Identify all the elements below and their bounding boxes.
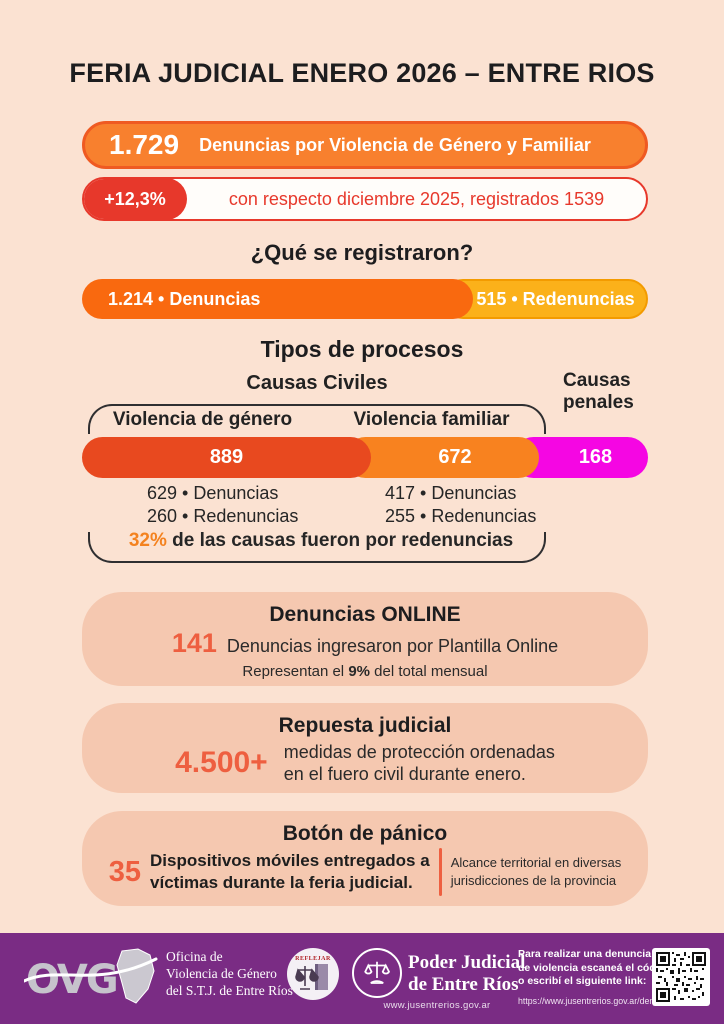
civil-column-headers: Violencia de género Violencia familiar (88, 409, 546, 431)
card-online-subtext-bold: 9% (348, 663, 370, 680)
card-boton-panico: Botón de pánico 35 Dispositivos móviles … (82, 811, 648, 906)
familiar-redenuncias: 255 • Redenuncias (385, 506, 537, 526)
genero-segment: 889 (82, 437, 371, 478)
card-panico-aside: Alcance territorial en diversas jurisdic… (450, 855, 622, 888)
genero-redenuncias: 260 • Redenuncias (147, 506, 299, 526)
ovg-logo-icon: OVG (22, 948, 158, 1004)
card-online-subtext-pre: Representan el (242, 663, 349, 680)
violencia-familiar-header: Violencia familiar (353, 409, 510, 430)
card-judicial-row: 4.500+ medidas de protección ordenadas e… (82, 741, 648, 785)
qr-code-icon (656, 952, 706, 1002)
card-panico-title: Botón de pánico (282, 822, 448, 845)
registered-heading: ¿Qué se registraron? (250, 240, 474, 265)
total-denuncias-value: 1.729 (109, 129, 180, 160)
card-online-title: Denuncias ONLINE (269, 603, 461, 626)
reflejar-wordmark: REFLEJAR (295, 956, 331, 962)
delta-pill: +12,3% con respecto diciembre 2025, regi… (82, 177, 648, 221)
card-panico-divider (438, 848, 442, 896)
poder-judicial-emblem (352, 948, 402, 998)
entre-rios-map-icon (116, 948, 155, 1004)
card-panico-text: Dispositivos móviles entregados a víctim… (150, 851, 430, 892)
book-icon (315, 964, 328, 990)
reflejar-logo: REFLEJAR (287, 948, 339, 1000)
delta-label: con respecto diciembre 2025, registrados… (228, 188, 605, 209)
civil-bracket-bottom (88, 532, 546, 563)
ovg-office-text: Oficina de Violencia de Género del S.T.J… (166, 949, 293, 998)
genero-denuncias: 629 • Denuncias (147, 483, 279, 503)
poder-judicial-site: www.jusentrerios.gov.ar (383, 1000, 491, 1011)
genero-details: 629 • Denuncias 260 • Redenuncias (147, 482, 298, 528)
poder-judicial-name: Poder Judicial de Entre Ríos (408, 952, 526, 995)
familiar-denuncias: 417 • Denuncias (385, 483, 517, 503)
total-denuncias-pill: 1.729 Denuncias por Violencia de Género … (82, 121, 648, 169)
qr-code (652, 948, 710, 1006)
redenuncias-footnote: 32% de las causas fueron por redenuncias (88, 530, 554, 552)
justice-scales-icon (364, 961, 391, 984)
ovg-swoosh-icon (22, 957, 158, 983)
card-online-subtext-post: del total mensual (370, 663, 488, 680)
familiar-details: 417 • Denuncias 255 • Redenuncias (385, 482, 536, 528)
violencia-genero-header: Violencia de género (112, 409, 293, 430)
ovg-logo: OVG (22, 945, 158, 1016)
redenuncias-footnote-pct: 32% (128, 530, 167, 551)
delta-badge: +12,3% (84, 179, 187, 219)
card-judicial-text: medidas de protección ordenadas en el fu… (283, 742, 555, 784)
card-online-text: Denuncias ingresaron por Plantilla Onlin… (226, 636, 559, 656)
causas-penales-label: Causas penales (563, 370, 634, 413)
card-denuncias-online: Denuncias ONLINE 141 Denuncias ingresaro… (82, 592, 648, 686)
redenuncias-footnote-text: de las causas fueron por redenuncias (166, 530, 514, 551)
penales-segment: 168 (513, 437, 648, 478)
card-online-row: 141 Denuncias ingresaron por Plantilla O… (82, 628, 648, 659)
ovg-wordmark: OVG (26, 957, 117, 1003)
procesos-bar: 889 672 168 (82, 437, 648, 478)
card-repuesta-judicial: Repuesta judicial 4.500+ medidas de prot… (82, 703, 648, 793)
card-panico-row: 35 Dispositivos móviles entregados a víc… (82, 848, 648, 896)
footer-band: OVG Oficina de Violencia de Género del S… (0, 933, 724, 1024)
card-judicial-title: Repuesta judicial (278, 714, 452, 737)
familiar-segment: 672 (345, 437, 539, 478)
card-online-value: 141 (171, 628, 217, 658)
reflejar-emblem-icon (295, 964, 328, 990)
page-title: FERIA JUDICIAL ENERO 2026 – ENTRE RIOS (69, 58, 655, 88)
total-denuncias-label: Denuncias por Violencia de Género y Fami… (199, 134, 591, 155)
card-judicial-value: 4.500+ (175, 746, 268, 779)
card-online-subtext: Representan el 9% del total mensual (82, 663, 648, 680)
procesos-heading: Tipos de procesos (260, 336, 464, 362)
qr-link[interactable]: https://www.jusentrerios.gov.ar/denuncia… (518, 996, 683, 1006)
registered-bar-redenuncias-segment: 515 • Redenuncias (443, 279, 648, 319)
registered-bar-denuncias-segment: 1.214 • Denuncias (82, 279, 473, 319)
scales-icon (295, 966, 319, 990)
causas-civiles-label: Causas Civiles (246, 372, 388, 394)
card-panico-value: 35 (108, 855, 142, 888)
registered-bar: 1.214 • Denuncias 515 • Redenuncias (82, 279, 648, 319)
